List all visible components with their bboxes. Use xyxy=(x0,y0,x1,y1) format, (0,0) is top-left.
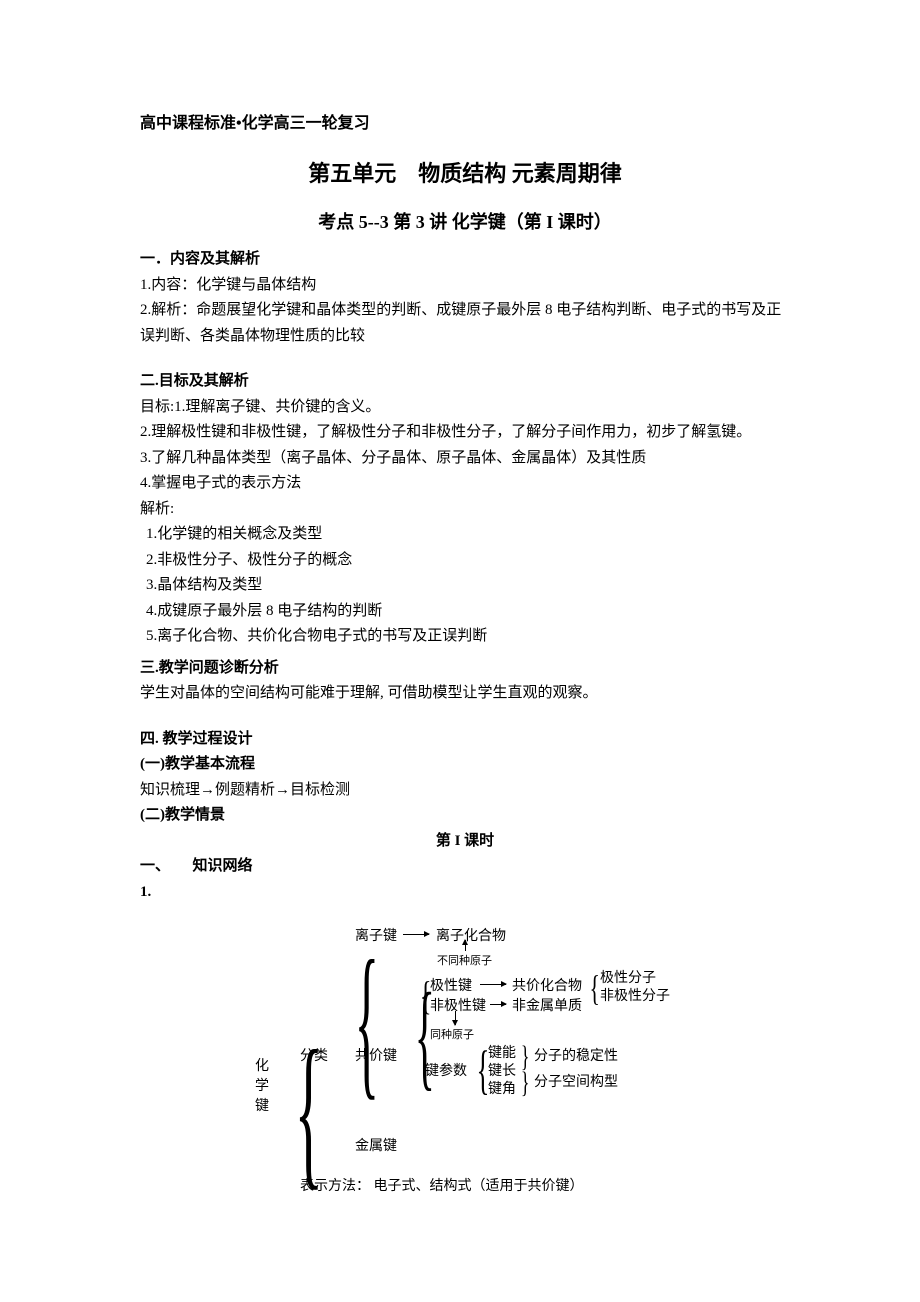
brace-icon: { xyxy=(355,935,379,1105)
node-gongjiajian: 共价键 xyxy=(355,1045,397,1069)
sec2-line: 2.理解极性键和非极性键，了解极性分子和非极性分子，了解分子间作用力，初步了解氢… xyxy=(140,420,790,446)
node-butong: 不同种原子 xyxy=(437,952,492,971)
node-fzwd: 分子的稳定性 xyxy=(534,1045,618,1069)
sec2-item: 5.离子化合物、共价化合物电子式的书写及正误判断 xyxy=(140,624,790,650)
chemical-bond-diagram: 化 学 键 { 分类 { 离子键 离子化合物 不同种原子 共价键 { { 极性键… xyxy=(140,915,790,1215)
sec2-item: 4.成键原子最外层 8 电子结构的判断 xyxy=(140,599,790,625)
item-1: 1. xyxy=(140,880,790,906)
lesson-label: 第 I 课时 xyxy=(140,829,790,855)
sec2-item: 2.非极性分子、极性分子的概念 xyxy=(140,548,790,574)
node-fzkj: 分子空间构型 xyxy=(534,1071,618,1095)
brace-icon: } xyxy=(521,1068,530,1098)
node-jinshujian: 金属键 xyxy=(355,1135,397,1159)
sec2-item: 3.晶体结构及类型 xyxy=(140,573,790,599)
unit-title: 第五单元 物质结构 元素周期律 xyxy=(140,155,790,192)
node-root: 键 xyxy=(255,1095,269,1119)
sec2-item: 1.化学键的相关概念及类型 xyxy=(140,522,790,548)
knowledge-net-heading: 一、 知识网络 xyxy=(140,854,790,880)
sec4-subheading: (一)教学基本流程 xyxy=(140,752,790,778)
node-jiancanshu: 键参数 xyxy=(425,1060,467,1084)
sec4-line: 知识梳理→例题精析→目标检测 xyxy=(140,778,790,804)
arrow-icon xyxy=(455,1011,456,1025)
node-biaoshi: 表示方法： 电子式、结构式（适用于共价键） xyxy=(300,1175,584,1199)
arrow-icon xyxy=(480,984,506,985)
sec3-line: 学生对晶体的空间结构可能难于理解, 可借助模型让学生直观的观察。 xyxy=(140,681,790,707)
sec2-line: 目标:1.理解离子键、共价键的含义。 xyxy=(140,395,790,421)
node-lizijian: 离子键 xyxy=(355,925,397,949)
node-fenlei: 分类 xyxy=(300,1045,328,1069)
sec1-line: 2.解析：命题展望化学键和晶体类型的判断、成键原子最外层 8 电子结构判断、电子… xyxy=(140,298,790,349)
node-feijixingfz: 非极性分子 xyxy=(600,985,670,1009)
section-2-heading: 二.目标及其解析 xyxy=(140,369,790,395)
node-tongzhong: 同种原子 xyxy=(430,1026,474,1045)
section-4-heading: 四. 教学过程设计 xyxy=(140,727,790,753)
node-lizihw: 离子化合物 xyxy=(436,925,506,949)
sec2-jiexi: 解析: xyxy=(140,497,790,523)
sec2-line: 3.了解几种晶体类型（离子晶体、分子晶体、原子晶体、金属晶体）及其性质 xyxy=(140,446,790,472)
topic-title: 考点 5--3 第 3 讲 化学键（第 I 课时） xyxy=(140,207,790,238)
arrow-icon xyxy=(490,1004,506,1005)
node-jianjiao: 键角 xyxy=(488,1078,516,1102)
arrow-icon xyxy=(403,934,429,935)
sec1-line: 1.内容：化学键与晶体结构 xyxy=(140,273,790,299)
section-3-heading: 三.教学问题诊断分析 xyxy=(140,656,790,682)
section-1-heading: 一．内容及其解析 xyxy=(140,247,790,273)
arrow-icon xyxy=(465,940,466,951)
node-fjsdz: 非金属单质 xyxy=(512,995,582,1019)
sec2-line: 4.掌握电子式的表示方法 xyxy=(140,471,790,497)
doc-header: 高中课程标准•化学高三一轮复习 xyxy=(140,110,790,137)
brace-icon: { xyxy=(589,970,599,1006)
node-feijixingjian: 非极性键 xyxy=(430,995,486,1019)
sec4-subheading: (二)教学情景 xyxy=(140,803,790,829)
